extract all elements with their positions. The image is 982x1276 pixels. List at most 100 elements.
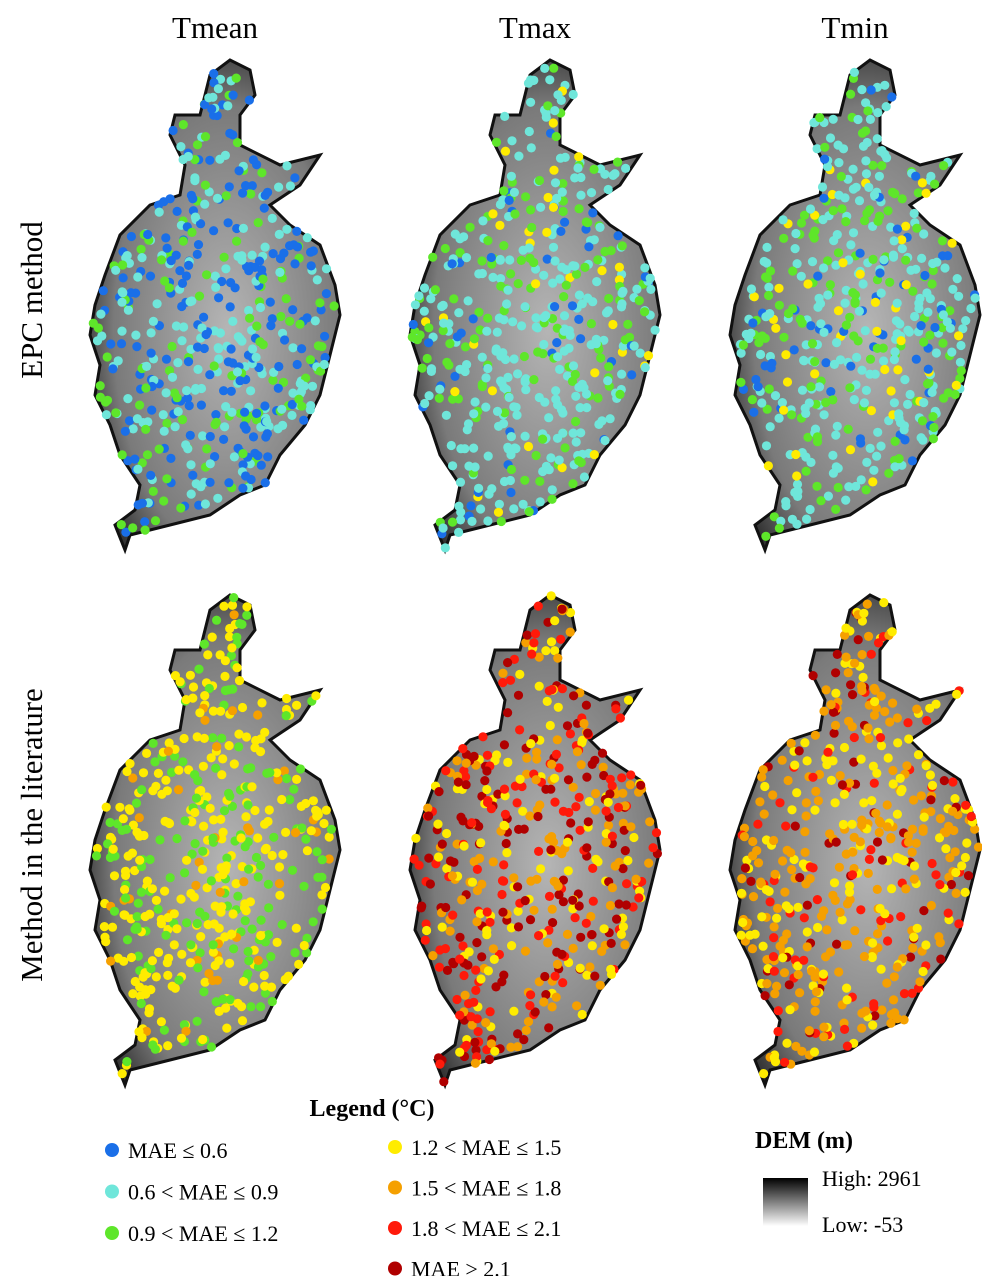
station-dot — [168, 342, 177, 351]
station-dot — [146, 964, 155, 973]
station-dot — [808, 773, 817, 782]
station-dot — [246, 386, 255, 395]
station-dot — [874, 638, 883, 647]
station-dot — [490, 955, 499, 964]
station-dot — [834, 967, 843, 976]
station-dot — [802, 798, 811, 807]
station-dot — [590, 756, 599, 765]
station-dot — [574, 152, 583, 161]
station-dot — [813, 303, 822, 312]
station-dot — [540, 398, 549, 407]
station-dot — [217, 770, 226, 779]
station-dot — [521, 947, 530, 956]
station-dot — [229, 909, 238, 918]
station-dot — [868, 1021, 877, 1030]
station-dot — [919, 398, 928, 407]
station-dot — [186, 297, 195, 306]
station-dot — [961, 801, 970, 810]
station-dot — [803, 927, 812, 936]
station-dot — [816, 496, 825, 505]
station-dot — [844, 717, 853, 726]
station-dot — [225, 741, 234, 750]
station-dot — [829, 115, 838, 124]
station-dot — [831, 505, 840, 514]
station-dot — [174, 785, 183, 794]
station-dot — [143, 230, 152, 239]
station-dot — [877, 741, 886, 750]
map-panel — [90, 593, 340, 1085]
station-dot — [137, 253, 146, 262]
station-dot — [506, 269, 515, 278]
station-dot — [502, 848, 511, 857]
station-dot — [558, 429, 567, 438]
station-dot — [587, 340, 596, 349]
station-dot — [177, 302, 186, 311]
station-dot — [487, 253, 496, 262]
station-dot — [229, 944, 238, 953]
station-dot — [455, 234, 464, 243]
station-dot — [546, 453, 555, 462]
station-dot — [778, 953, 787, 962]
station-dot — [813, 272, 822, 281]
station-dot — [506, 450, 515, 459]
station-dot — [282, 774, 291, 783]
station-dot — [224, 478, 233, 487]
station-dot — [782, 929, 791, 938]
station-dot — [549, 64, 558, 73]
station-dot — [498, 908, 507, 917]
station-dot — [213, 194, 222, 203]
station-dot — [273, 938, 282, 947]
station-dot — [569, 361, 578, 370]
station-dot — [124, 306, 133, 315]
station-dot — [476, 838, 485, 847]
station-dot — [143, 877, 152, 886]
station-dot — [915, 977, 924, 986]
station-dot — [526, 98, 535, 107]
station-dot — [798, 386, 807, 395]
station-dot — [952, 690, 961, 699]
figure: Legend (°C) DEM (m) High: 2961 Low: -53 … — [0, 0, 982, 1276]
station-dot — [583, 729, 592, 738]
station-dot — [137, 999, 146, 1008]
station-dot — [251, 736, 260, 745]
station-dot — [790, 345, 799, 354]
station-dot — [471, 966, 480, 975]
station-dot — [609, 171, 618, 180]
station-dot — [191, 386, 200, 395]
station-dot — [550, 616, 559, 625]
station-dot — [110, 871, 119, 880]
station-dot — [806, 862, 815, 871]
station-dot — [141, 425, 150, 434]
station-dot — [852, 353, 861, 362]
station-dot — [152, 896, 161, 905]
station-dot — [547, 832, 556, 841]
station-dot — [307, 261, 316, 270]
station-dot — [173, 207, 182, 216]
station-dot — [844, 668, 853, 677]
station-dot — [954, 919, 963, 928]
station-dot — [277, 795, 286, 804]
station-dot — [234, 332, 243, 341]
station-dot — [439, 523, 448, 532]
station-dot — [612, 915, 621, 924]
station-dot — [856, 438, 865, 447]
station-dot — [866, 444, 875, 453]
station-dot — [499, 860, 508, 869]
station-dot — [517, 321, 526, 330]
station-dot — [210, 361, 219, 370]
station-dot — [222, 861, 231, 870]
station-dot — [863, 723, 872, 732]
station-dot — [224, 218, 233, 227]
station-dot — [632, 875, 641, 884]
station-dot — [872, 452, 881, 461]
station-dot — [640, 263, 649, 272]
station-dot — [214, 343, 223, 352]
station-dot — [120, 911, 129, 920]
station-dot — [178, 415, 187, 424]
station-dot — [815, 382, 824, 391]
station-dot — [549, 166, 558, 175]
station-dot — [587, 319, 596, 328]
station-dot — [100, 922, 109, 931]
station-dot — [858, 650, 867, 659]
station-dot — [461, 342, 470, 351]
